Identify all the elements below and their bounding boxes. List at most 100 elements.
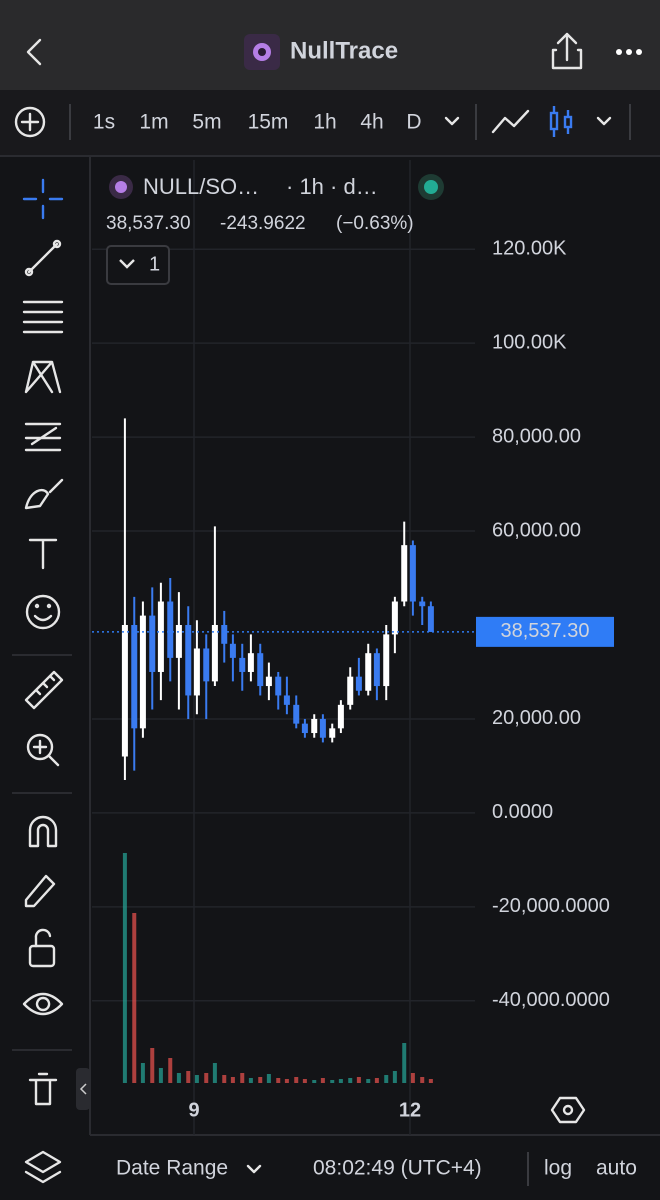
volume-bar: [356, 1077, 361, 1083]
volume-bar: [402, 1043, 407, 1083]
line-chart-button[interactable]: [491, 109, 530, 134]
app-logo: [244, 34, 280, 70]
last-price-label: 38,537.30: [501, 620, 590, 642]
candle-body: [121, 625, 128, 757]
date-range[interactable]: Date Range: [116, 1157, 228, 1180]
candle-body: [311, 718, 318, 734]
interval-button[interactable]: 15m: [248, 111, 289, 134]
collapse-toolbar[interactable]: [76, 1068, 90, 1110]
candle-body: [347, 676, 354, 705]
crosshair-tool[interactable]: [22, 178, 64, 220]
candle-body: [157, 601, 164, 672]
candle-body: [229, 643, 236, 658]
emoji-tool[interactable]: [25, 594, 61, 630]
volume-bar: [392, 1071, 397, 1083]
volume-bar: [420, 1077, 425, 1083]
volume-bar: [222, 1075, 227, 1083]
share-button[interactable]: [551, 32, 583, 70]
header-title: NullTrace: [290, 37, 398, 64]
volume-bar: [186, 1071, 191, 1083]
chart-type-dropdown[interactable]: [596, 116, 612, 126]
candle-body: [175, 625, 182, 658]
candle-body: [221, 625, 228, 644]
volume-bar: [284, 1079, 289, 1083]
volume-bar: [384, 1075, 389, 1083]
clock: 08:02:49 (UTC+4): [313, 1157, 482, 1180]
candle-body: [383, 634, 390, 687]
axis-settings[interactable]: [550, 1096, 586, 1124]
candle-body: [427, 606, 434, 632]
candle-body: [139, 615, 146, 729]
candle-body: [211, 625, 218, 682]
volume-bar: [176, 1073, 181, 1083]
volume-bar: [240, 1073, 245, 1083]
y-tick-label: 80,000.00: [492, 425, 581, 447]
candle-body: [365, 653, 372, 691]
volume-bar: [330, 1080, 335, 1083]
candle-body: [409, 545, 416, 602]
add-indicator-button[interactable]: [14, 106, 46, 138]
trend-line-tool[interactable]: [24, 239, 62, 277]
delete-tool[interactable]: [28, 1072, 58, 1106]
studies-toggle[interactable]: [106, 245, 170, 285]
volume-bar: [122, 853, 127, 1083]
volume-bar: [248, 1078, 253, 1083]
candle-body: [355, 676, 362, 691]
y-tick-label: -20,000.0000: [492, 895, 610, 917]
volume-bar: [320, 1078, 325, 1083]
pattern-tool[interactable]: [24, 360, 62, 394]
candle-body: [301, 723, 308, 734]
lock-tool[interactable]: [28, 928, 56, 968]
volume-bar: [194, 1075, 199, 1083]
interval-button[interactable]: 1h: [313, 111, 336, 134]
volume-bar: [168, 1058, 173, 1083]
log-toggle[interactable]: log: [544, 1157, 572, 1180]
legend-price: 38,537.30: [106, 213, 191, 234]
layers-button[interactable]: [24, 1150, 62, 1184]
symbol-meta: · 1h · d…: [286, 174, 378, 199]
volume-bar: [150, 1048, 155, 1083]
interval-button[interactable]: 4h: [360, 111, 383, 134]
candle-body: [401, 545, 408, 602]
volume-bar: [266, 1074, 271, 1083]
x-tick-label: 9: [188, 1099, 199, 1121]
y-tick-label: 20,000.00: [492, 707, 581, 729]
lock-drawing-tool[interactable]: [24, 874, 56, 908]
interval-dropdown[interactable]: [444, 116, 460, 126]
back-button[interactable]: [26, 38, 42, 66]
candle-body: [265, 676, 272, 687]
interval-button[interactable]: 1s: [93, 111, 115, 134]
studies-count: 1: [149, 253, 160, 275]
candle-body: [337, 704, 344, 729]
y-tick-label: -40,000.0000: [492, 989, 610, 1011]
candle-body: [149, 615, 156, 672]
candle-body: [185, 625, 192, 696]
interval-button[interactable]: D: [406, 111, 421, 134]
fib-tool[interactable]: [22, 300, 64, 334]
zoom-tool[interactable]: [26, 733, 60, 767]
magnet-tool[interactable]: [28, 815, 58, 848]
volume-bar: [348, 1078, 353, 1083]
date-range-dropdown[interactable]: [246, 1164, 262, 1174]
candle-body: [239, 657, 246, 672]
interval-button[interactable]: 5m: [192, 111, 221, 134]
interval-button[interactable]: 1m: [139, 111, 168, 134]
candle-body: [193, 648, 200, 696]
volume-bar: [140, 1063, 145, 1083]
candle-body: [329, 728, 336, 738]
candle-body: [373, 653, 380, 687]
candle-chart-button[interactable]: [549, 106, 573, 137]
prediction-tool[interactable]: [24, 422, 62, 452]
volume-bar: [230, 1077, 235, 1083]
volume-bar: [302, 1079, 307, 1083]
text-tool[interactable]: [28, 538, 58, 570]
brush-tool[interactable]: [24, 478, 64, 510]
ruler-tool[interactable]: [24, 670, 64, 710]
status-dot: [424, 180, 438, 194]
auto-toggle[interactable]: auto: [596, 1157, 637, 1180]
more-button[interactable]: [616, 49, 642, 55]
volume-bar: [374, 1078, 379, 1083]
visibility-tool[interactable]: [22, 992, 64, 1016]
volume-bar: [312, 1080, 317, 1083]
candle-body: [319, 718, 326, 738]
